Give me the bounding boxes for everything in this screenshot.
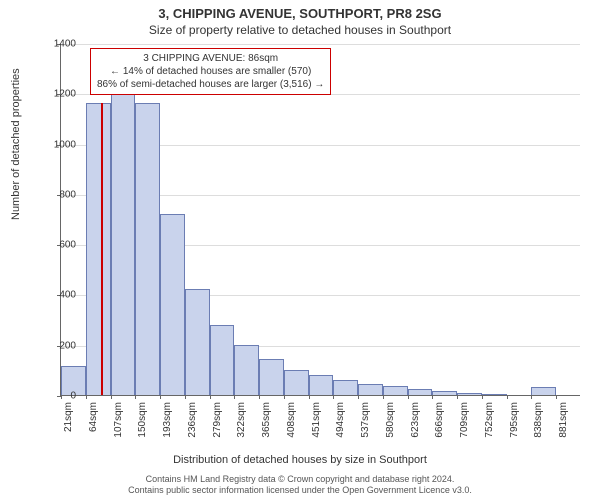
annotation-line1: 3 CHIPPING AVENUE: 86sqm: [97, 52, 324, 65]
histogram-bar: [210, 325, 235, 395]
annotation-line2: ← 14% of detached houses are smaller (57…: [97, 65, 324, 78]
histogram-bar: [432, 391, 457, 395]
x-tick-label: 451sqm: [311, 402, 322, 452]
x-tick-mark: [210, 395, 211, 399]
y-axis-label: Number of detached properties: [10, 68, 22, 220]
x-tick-label: 193sqm: [162, 402, 173, 452]
x-tick-label: 623sqm: [410, 402, 421, 452]
y-tick-label: 0: [36, 391, 76, 402]
y-tick-label: 400: [36, 290, 76, 301]
y-tick-label: 800: [36, 189, 76, 200]
gridline: [61, 44, 580, 45]
title-sub: Size of property relative to detached ho…: [0, 21, 600, 41]
histogram-bar: [185, 289, 210, 395]
x-tick-mark: [185, 395, 186, 399]
x-tick-mark: [333, 395, 334, 399]
y-tick-label: 200: [36, 340, 76, 351]
x-tick-label: 752sqm: [484, 402, 495, 452]
histogram-bar: [383, 386, 408, 395]
histogram-bar: [284, 370, 309, 395]
x-tick-label: 21sqm: [63, 402, 74, 452]
x-tick-label: 279sqm: [212, 402, 223, 452]
histogram-bar: [408, 389, 433, 395]
histogram-bar: [160, 214, 185, 395]
x-tick-mark: [86, 395, 87, 399]
x-tick-mark: [432, 395, 433, 399]
annotation-line3: 86% of semi-detached houses are larger (…: [97, 78, 324, 91]
x-axis-label: Distribution of detached houses by size …: [0, 454, 600, 466]
x-tick-label: 494sqm: [335, 402, 346, 452]
x-tick-label: 365sqm: [261, 402, 272, 452]
x-tick-mark: [358, 395, 359, 399]
title-super: 3, CHIPPING AVENUE, SOUTHPORT, PR8 2SG: [0, 0, 600, 21]
histogram-bar: [333, 380, 358, 395]
x-tick-mark: [234, 395, 235, 399]
histogram-bar: [531, 387, 556, 395]
histogram-bar: [135, 103, 160, 395]
y-tick-label: 1000: [36, 139, 76, 150]
x-tick-label: 666sqm: [434, 402, 445, 452]
y-tick-label: 1200: [36, 89, 76, 100]
x-tick-label: 537sqm: [360, 402, 371, 452]
x-tick-label: 709sqm: [459, 402, 470, 452]
x-tick-label: 236sqm: [187, 402, 198, 452]
x-tick-label: 64sqm: [88, 402, 99, 452]
x-tick-label: 150sqm: [137, 402, 148, 452]
x-tick-label: 881sqm: [558, 402, 569, 452]
histogram-bar: [111, 56, 136, 395]
footer-line1: Contains HM Land Registry data © Crown c…: [0, 474, 600, 485]
x-tick-label: 322sqm: [236, 402, 247, 452]
histogram-bar: [259, 359, 284, 395]
x-tick-mark: [111, 395, 112, 399]
x-tick-label: 408sqm: [286, 402, 297, 452]
x-tick-mark: [482, 395, 483, 399]
y-tick-label: 1400: [36, 39, 76, 50]
x-tick-label: 107sqm: [113, 402, 124, 452]
annotation-box: 3 CHIPPING AVENUE: 86sqm ← 14% of detach…: [90, 48, 331, 95]
y-tick-label: 600: [36, 240, 76, 251]
histogram-bar: [234, 345, 259, 395]
histogram-bar: [309, 375, 334, 395]
plot-region: [60, 44, 580, 396]
x-tick-mark: [457, 395, 458, 399]
property-marker-line: [101, 103, 103, 395]
histogram-bar: [358, 384, 383, 395]
x-tick-mark: [408, 395, 409, 399]
x-tick-mark: [309, 395, 310, 399]
x-tick-mark: [259, 395, 260, 399]
histogram-bar: [457, 393, 482, 396]
x-tick-mark: [383, 395, 384, 399]
x-tick-mark: [531, 395, 532, 399]
footer: Contains HM Land Registry data © Crown c…: [0, 474, 600, 497]
x-tick-mark: [507, 395, 508, 399]
x-tick-mark: [556, 395, 557, 399]
x-tick-label: 838sqm: [533, 402, 544, 452]
chart-area: 3 CHIPPING AVENUE: 86sqm ← 14% of detach…: [60, 44, 580, 424]
histogram-bar: [86, 103, 111, 395]
x-tick-label: 580sqm: [385, 402, 396, 452]
x-tick-mark: [135, 395, 136, 399]
x-tick-mark: [160, 395, 161, 399]
footer-line2: Contains public sector information licen…: [0, 485, 600, 496]
histogram-bar: [482, 394, 507, 395]
x-tick-mark: [284, 395, 285, 399]
x-tick-label: 795sqm: [509, 402, 520, 452]
